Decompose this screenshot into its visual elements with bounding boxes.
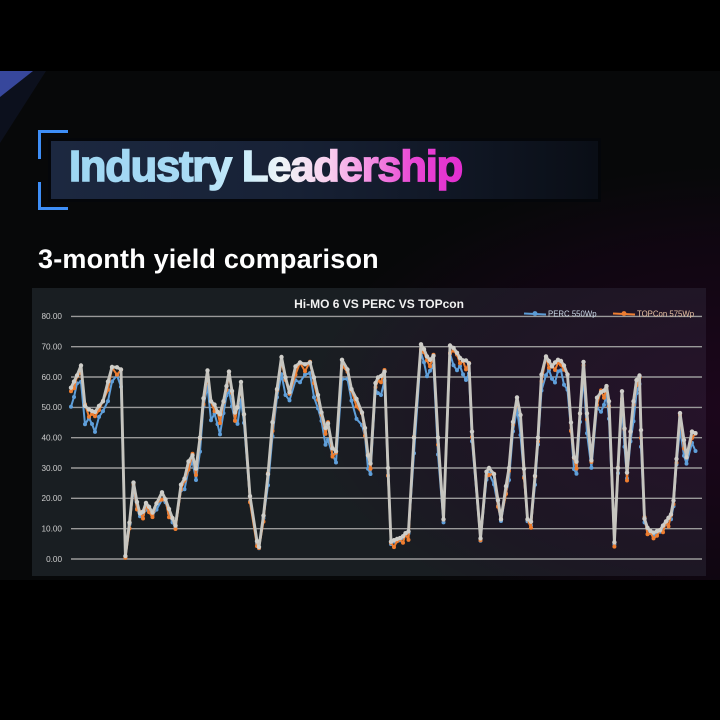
svg-text:10.00: 10.00 bbox=[42, 525, 63, 534]
svg-text:0.00: 0.00 bbox=[46, 555, 62, 564]
svg-text:20.00: 20.00 bbox=[42, 494, 63, 503]
svg-text:30.00: 30.00 bbox=[42, 464, 63, 473]
svg-text:50.00: 50.00 bbox=[42, 403, 63, 412]
svg-text:PERC 550Wp: PERC 550Wp bbox=[548, 310, 597, 319]
svg-text:TOPCon 575Wp: TOPCon 575Wp bbox=[637, 310, 695, 319]
svg-text:40.00: 40.00 bbox=[42, 434, 63, 443]
svg-text:Hi-MO 6 VS PERC VS TOPcon: Hi-MO 6 VS PERC VS TOPcon bbox=[294, 297, 464, 311]
svg-text:70.00: 70.00 bbox=[42, 343, 63, 352]
svg-text:Industry Leadership: Industry Leadership bbox=[69, 143, 462, 191]
svg-text:80.00: 80.00 bbox=[42, 312, 63, 321]
svg-text:60.00: 60.00 bbox=[42, 373, 63, 382]
